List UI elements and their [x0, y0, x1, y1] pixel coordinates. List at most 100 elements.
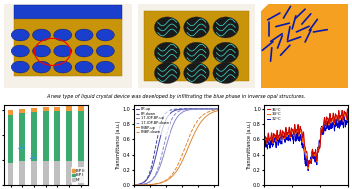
Circle shape — [54, 29, 72, 41]
BP-up — [216, 108, 220, 110]
1.7-IOP-BP-down — [182, 108, 186, 111]
Ellipse shape — [154, 62, 180, 84]
1.7-IOP-BP-down — [203, 108, 207, 110]
BP-down — [216, 108, 220, 110]
Circle shape — [54, 61, 72, 73]
34°C — [315, 152, 320, 155]
Circle shape — [96, 61, 114, 73]
PNBP-down — [208, 110, 212, 112]
Line: 32°C: 32°C — [264, 113, 348, 170]
1.7-IOP-BP-up — [208, 108, 212, 110]
Bar — [43, 107, 49, 111]
1.7-IOP-BP-down — [183, 108, 188, 111]
PNBP-down — [132, 184, 136, 186]
BP-up — [203, 108, 207, 110]
Ellipse shape — [213, 17, 239, 38]
Circle shape — [96, 45, 114, 57]
PNBP-up — [182, 157, 186, 159]
Bar — [31, 112, 37, 161]
Legend: BP II, BP I, N*: BP II, BP I, N* — [71, 167, 86, 183]
1.7-IOP-BP-down — [208, 108, 212, 110]
Circle shape — [32, 29, 51, 41]
1.7-IOP-BP-up — [182, 110, 186, 112]
BP-down — [183, 108, 188, 110]
Ellipse shape — [184, 42, 209, 63]
Bar — [78, 161, 83, 185]
32°C — [272, 139, 277, 141]
Circle shape — [75, 61, 93, 73]
BP-up — [182, 108, 186, 110]
Bar — [8, 163, 13, 185]
PNBP-down — [203, 112, 207, 115]
Line: 1.7-IOP-BP-down: 1.7-IOP-BP-down — [134, 109, 218, 185]
PNBP-down — [182, 149, 186, 151]
36°C — [262, 140, 266, 142]
Polygon shape — [14, 5, 122, 19]
Bar — [8, 110, 13, 115]
Line: 36°C: 36°C — [264, 109, 348, 167]
Line: BP-up: BP-up — [134, 109, 218, 185]
Ellipse shape — [213, 42, 239, 63]
BP-up — [132, 184, 136, 186]
Ellipse shape — [154, 17, 180, 38]
Circle shape — [75, 45, 93, 57]
Line: 1.7-IOP-BP-up: 1.7-IOP-BP-up — [134, 109, 218, 185]
Ellipse shape — [184, 62, 209, 84]
PNBP-up — [132, 184, 136, 186]
Ellipse shape — [154, 42, 180, 63]
34°C — [306, 168, 310, 170]
BP-up — [183, 108, 188, 110]
Bar — [66, 161, 72, 185]
Legend: BP-up, BP-down, 1.7-IOP-BP-up, 1.7-IOP-BP-down, PNBP-up, PNBP-down: BP-up, BP-down, 1.7-IOP-BP-up, 1.7-IOP-B… — [136, 107, 170, 135]
1.7-IOP-BP-down — [132, 184, 136, 186]
32°C — [323, 127, 327, 129]
Y-axis label: Transmittance (a.u.): Transmittance (a.u.) — [116, 120, 121, 170]
Line: 34°C: 34°C — [264, 110, 348, 169]
Bar — [19, 109, 25, 112]
32°C — [346, 112, 350, 114]
34°C — [290, 130, 294, 132]
1.7-IOP-BP-up — [132, 184, 136, 186]
32°C — [306, 169, 310, 172]
36°C — [323, 124, 328, 126]
1.7-IOP-BP-up — [132, 184, 136, 186]
Bar — [19, 161, 25, 185]
36°C — [272, 135, 277, 137]
Bar — [31, 161, 37, 185]
Bar — [78, 105, 83, 111]
1.7-IOP-BP-up — [216, 108, 220, 110]
36°C — [346, 114, 351, 116]
PNBP-down — [132, 184, 136, 186]
34°C — [323, 126, 328, 128]
Bar — [31, 108, 37, 112]
1.7-IOP-BP-up — [183, 110, 188, 112]
Y-axis label: Transmittance (a.u.): Transmittance (a.u.) — [247, 120, 252, 170]
Wedge shape — [230, 0, 348, 88]
Bar — [8, 115, 13, 163]
36°C — [290, 128, 294, 130]
BP-up — [208, 108, 212, 110]
BP-up — [182, 108, 186, 110]
1.7-IOP-BP-down — [216, 108, 220, 110]
34°C — [323, 125, 327, 127]
36°C — [296, 126, 300, 128]
PNBP-up — [183, 153, 188, 155]
Line: PNBP-up: PNBP-up — [134, 111, 218, 185]
PNBP-up — [203, 116, 207, 119]
32°C — [290, 135, 294, 137]
34°C — [262, 141, 266, 143]
32°C — [323, 130, 328, 132]
Ellipse shape — [213, 62, 239, 84]
Circle shape — [96, 29, 114, 41]
Bar — [43, 161, 49, 185]
Bar — [43, 111, 49, 161]
PNBP-up — [208, 112, 212, 115]
Circle shape — [11, 29, 29, 41]
PNBP-down — [183, 145, 188, 148]
BP-down — [208, 108, 212, 110]
34°C — [296, 128, 300, 130]
36°C — [306, 166, 310, 168]
PNBP-up — [132, 184, 136, 186]
Bar — [66, 106, 72, 111]
1.7-IOP-BP-up — [182, 110, 186, 113]
